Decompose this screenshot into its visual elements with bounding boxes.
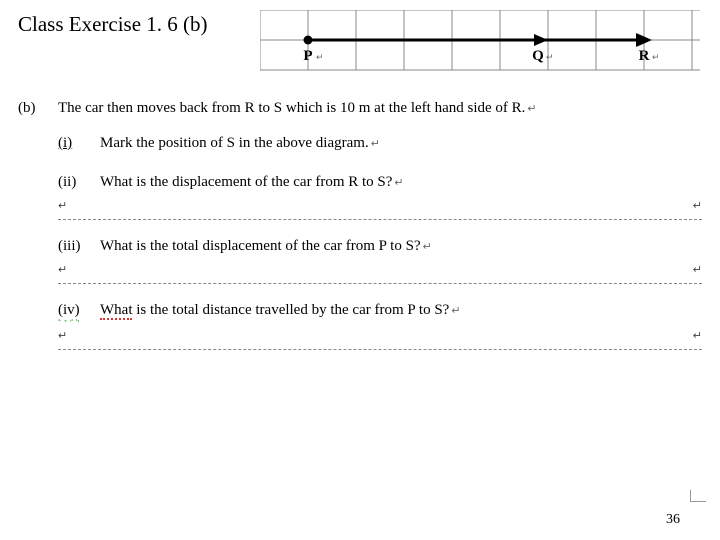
blank-iii: ↵ ↵ — [58, 261, 702, 279]
page-corner-mark — [690, 490, 706, 502]
sub-iv-row: (iv) What is the total distance travelle… — [58, 302, 702, 321]
part-b-text: The car then moves back from R to S whic… — [58, 100, 702, 117]
sub-ii-label: (ii) — [58, 174, 100, 191]
part-b-row: (b) The car then moves back from R to S … — [18, 100, 702, 117]
answer-line-ii — [58, 219, 702, 220]
svg-text:↵: ↵ — [546, 52, 554, 62]
label-q: Q — [532, 48, 544, 64]
answer-line-iii — [58, 283, 702, 284]
svg-text:↵: ↵ — [316, 52, 324, 62]
label-r: R — [639, 48, 650, 64]
motion-diagram: P Q R ↵ ↵ ↵ — [260, 10, 700, 90]
svg-text:↵: ↵ — [652, 52, 660, 62]
blank-iv: ↵ ↵ — [58, 327, 702, 345]
sub-ii-text: What is the displacement of the car from… — [100, 174, 702, 191]
sub-iii-label: (iii) — [58, 238, 100, 255]
answer-line-iv — [58, 349, 702, 350]
exercise-title: Class Exercise 1. 6 (b) — [18, 12, 208, 37]
part-b-label: (b) — [18, 100, 58, 117]
sub-i-text: Mark the position of S in the above diag… — [100, 135, 702, 152]
sub-iii-text: What is the total displacement of the ca… — [100, 238, 702, 255]
page-number: 36 — [666, 512, 680, 528]
exercise-body: (b) The car then moves back from R to S … — [18, 100, 702, 368]
label-p: P — [303, 48, 312, 64]
sub-i-row: (i) Mark the position of S in the above … — [58, 135, 702, 152]
blank-ii: ↵ ↵ — [58, 197, 702, 215]
sub-iv-text: What is the total distance travelled by … — [100, 302, 702, 321]
sub-ii-row: (ii) What is the displacement of the car… — [58, 174, 702, 191]
sub-iii-row: (iii) What is the total displacement of … — [58, 238, 702, 255]
sub-iv-label: (iv) — [58, 302, 100, 321]
sub-i-label: (i) — [58, 135, 100, 152]
